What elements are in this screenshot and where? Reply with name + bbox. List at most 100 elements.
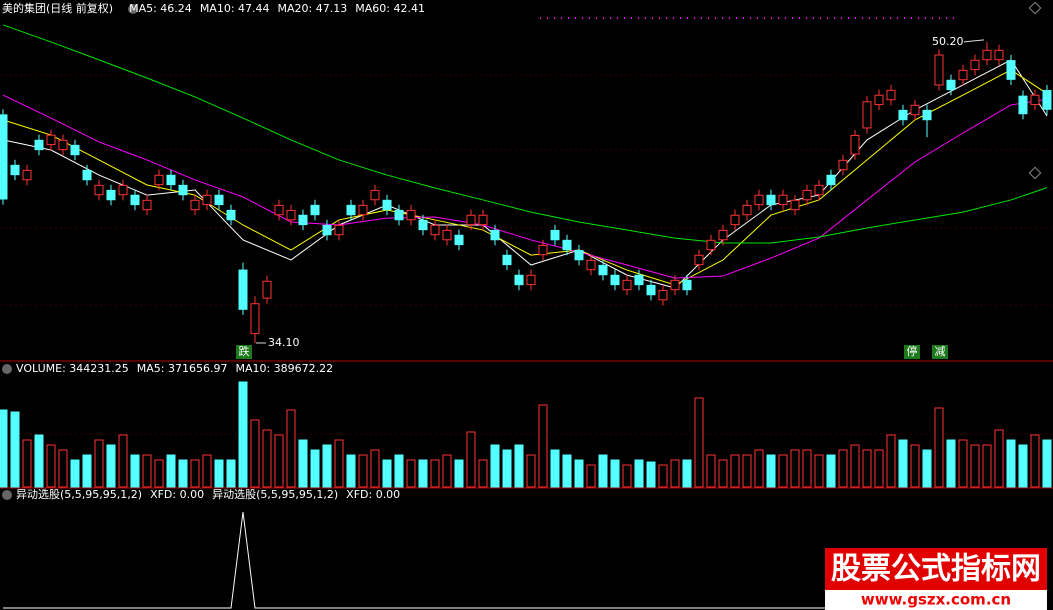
candle-body (214, 194, 224, 206)
candle-body (370, 189, 380, 201)
marker-box (236, 345, 252, 359)
candle-body (358, 204, 368, 216)
volume-bar (370, 449, 380, 488)
watermark-url: www.gszx.com.cn (861, 591, 1011, 609)
volume-bar (358, 454, 368, 488)
volume-bar (466, 431, 476, 488)
volume-bar (802, 449, 812, 488)
candle-body (154, 174, 164, 186)
volume-bar (646, 461, 656, 488)
volume-bar (334, 439, 344, 488)
candle-body (658, 289, 668, 301)
candle-body (526, 274, 536, 286)
candle-body (874, 94, 884, 106)
marker: 减 (935, 345, 946, 358)
candle-body (958, 69, 968, 81)
candle-body (106, 189, 116, 201)
volume-bar (190, 459, 200, 488)
candle-body (994, 49, 1004, 61)
candle-body (142, 199, 152, 211)
candle-body (298, 214, 308, 226)
volume-bar (478, 459, 488, 488)
legend-entry: MA60: 42.41 (355, 2, 425, 15)
volume-bar (454, 459, 464, 488)
volume-bar (898, 439, 908, 488)
candle-body (970, 59, 980, 71)
candle-body (46, 134, 56, 146)
volume-bar (1042, 439, 1052, 488)
volume-bar (622, 464, 632, 488)
marker-box (932, 345, 948, 359)
volume-bar (94, 439, 104, 488)
candle-body (442, 229, 452, 241)
volume-bar (418, 459, 428, 488)
volume-bar (514, 444, 524, 488)
volume-bar (202, 454, 212, 488)
volume-bar (562, 454, 572, 488)
candle-body (478, 214, 488, 226)
candle-body (130, 194, 140, 206)
candle-body (310, 204, 320, 216)
candle-body (646, 284, 656, 296)
volume-legend: MA5: 371656.97 (137, 362, 228, 375)
candle-body (346, 204, 356, 216)
candle-body (322, 224, 332, 236)
candle-body (718, 229, 728, 241)
plot (0, 24, 1052, 609)
marker-box (904, 345, 920, 359)
volume-bar (766, 454, 776, 488)
dropdown-icon[interactable] (128, 4, 138, 14)
candle-body (1006, 60, 1016, 80)
volume-bar (826, 454, 836, 488)
watermark: 股票公式指标网 www.gszx.com.cn (825, 548, 1047, 610)
ma-line (2, 94, 1048, 279)
candle-body (670, 279, 680, 291)
expand-icon[interactable] (1028, 166, 1042, 180)
candle-body (838, 159, 848, 171)
volume-bar (298, 439, 308, 488)
candle-body (418, 219, 428, 231)
candle-body (466, 214, 476, 226)
marker: 跌 (239, 344, 250, 358)
candle-body (826, 174, 836, 186)
volume-bar (286, 409, 296, 488)
volume-bar (214, 459, 224, 488)
candle-body (94, 184, 104, 196)
volume-bar (682, 459, 692, 488)
candle-body (934, 54, 944, 86)
volume-bar (346, 454, 356, 488)
candle-body (430, 224, 440, 236)
volume-bar (946, 439, 956, 488)
candle-body (922, 109, 932, 121)
candle-body (778, 194, 788, 206)
candle-body (886, 89, 896, 101)
volume-bar (778, 454, 788, 488)
volume-bar (586, 464, 596, 488)
candle-body (538, 244, 548, 256)
volume-bar (610, 459, 620, 488)
expand-icon[interactable] (1028, 1, 1042, 15)
volume-bar (250, 419, 260, 488)
volume-bar (838, 449, 848, 488)
candle-body (58, 139, 68, 151)
volume-bar (142, 454, 152, 488)
candle-body (574, 249, 584, 261)
volume-bar (22, 439, 32, 488)
dropdown-icon[interactable] (2, 364, 12, 374)
volume-bar (634, 459, 644, 488)
volume-bar (790, 449, 800, 488)
volume-bar (322, 444, 332, 488)
candle-body (550, 229, 560, 241)
candle-body (802, 189, 812, 201)
candle-body (514, 274, 524, 286)
volume-bar (226, 459, 236, 488)
volume-bar (130, 454, 140, 488)
volume-bar (670, 459, 680, 488)
candle-body (118, 184, 128, 196)
indicator-title: 异动选股(5,5,95,95,1,2) (16, 488, 142, 501)
volume-bar (58, 449, 68, 488)
dropdown-icon[interactable] (2, 490, 12, 500)
high-label: 50.20 (932, 35, 964, 48)
volume-bar (34, 434, 44, 488)
